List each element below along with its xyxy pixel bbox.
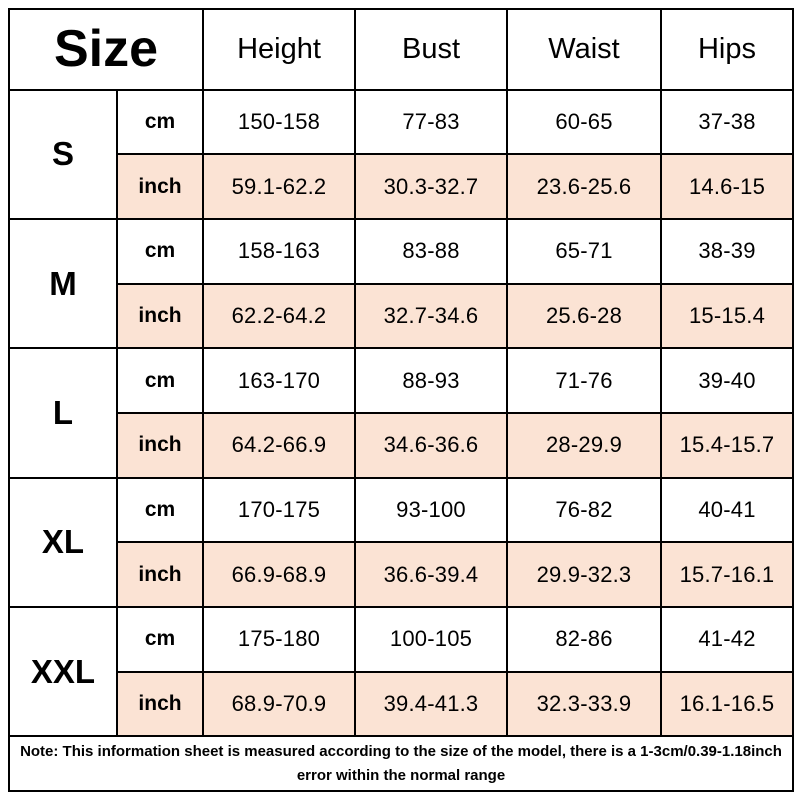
value-bust: 39.4-41.3 (354, 670, 508, 738)
value-bust: 36.6-39.4 (354, 541, 508, 609)
unit-label-cm: cm (116, 476, 204, 544)
value-bust: 77-83 (354, 88, 508, 156)
height-header: Height (202, 8, 356, 91)
table-row-s-inch: inch 59.1-62.2 30.3-32.7 23.6-25.6 14.6-… (9, 153, 794, 221)
unit-label-inch: inch (116, 282, 204, 350)
value-height: 170-175 (202, 476, 356, 544)
table-row-m-cm: M cm 158-163 83-88 65-71 38-39 (8, 218, 794, 350)
table-row-xxl-cm: XXL cm 175-180 100-105 82-86 41-42 (8, 606, 794, 738)
value-waist: 60-65 (506, 88, 662, 156)
header-row: Size Height Bust Waist Hips (8, 8, 794, 91)
value-hips: 15.4-15.7 (660, 412, 794, 479)
value-hips: 14.6-15 (660, 153, 794, 221)
value-hips: 16.1-16.5 (660, 670, 794, 738)
unit-label-cm: cm (116, 88, 204, 156)
unit-label-inch: inch (116, 670, 204, 738)
table-row-xxl-inch: inch 68.9-70.9 39.4-41.3 32.3-33.9 16.1-… (9, 670, 794, 738)
value-hips: 37-38 (660, 88, 794, 156)
value-height: 163-170 (202, 347, 356, 415)
value-height: 62.2-64.2 (202, 282, 356, 350)
table-row-l-inch: inch 64.2-66.9 34.6-36.6 28-29.9 15.4-15… (9, 412, 794, 479)
value-waist: 25.6-28 (506, 282, 662, 350)
value-waist: 29.9-32.3 (506, 541, 662, 609)
bust-header: Bust (354, 8, 508, 91)
value-hips: 15-15.4 (660, 282, 794, 350)
value-height: 158-163 (202, 218, 356, 285)
value-height: 59.1-62.2 (202, 153, 356, 221)
value-bust: 83-88 (354, 218, 508, 285)
table-row-m-inch: inch 62.2-64.2 32.7-34.6 25.6-28 15-15.4 (9, 282, 794, 350)
unit-label-cm: cm (116, 218, 204, 285)
unit-label-cm: cm (116, 347, 204, 415)
size-header: Size (8, 8, 204, 91)
value-bust: 100-105 (354, 606, 508, 673)
waist-header: Waist (506, 8, 662, 91)
value-waist: 71-76 (506, 347, 662, 415)
value-hips: 39-40 (660, 347, 794, 415)
table-row-xl-inch: inch 66.9-68.9 36.6-39.4 29.9-32.3 15.7-… (9, 541, 794, 609)
size-label-m: M (8, 218, 118, 350)
value-height: 66.9-68.9 (202, 541, 356, 609)
value-hips: 40-41 (660, 476, 794, 544)
table-row-l-cm: L cm 163-170 88-93 71-76 39-40 (8, 347, 794, 479)
unit-label-inch: inch (116, 412, 204, 479)
value-waist: 76-82 (506, 476, 662, 544)
value-waist: 82-86 (506, 606, 662, 673)
value-bust: 88-93 (354, 347, 508, 415)
note-row: Note: This information sheet is measured… (8, 735, 794, 792)
value-height: 175-180 (202, 606, 356, 673)
hips-header: Hips (660, 8, 794, 91)
unit-label-inch: inch (116, 153, 204, 221)
value-waist: 23.6-25.6 (506, 153, 662, 221)
value-hips: 41-42 (660, 606, 794, 673)
size-label-l: L (8, 347, 118, 479)
unit-label-cm: cm (116, 606, 204, 673)
size-label-s: S (8, 88, 118, 221)
value-waist: 65-71 (506, 218, 662, 285)
value-height: 68.9-70.9 (202, 670, 356, 738)
value-height: 64.2-66.9 (202, 412, 356, 479)
value-waist: 28-29.9 (506, 412, 662, 479)
size-label-xxl: XXL (8, 606, 118, 738)
value-bust: 34.6-36.6 (354, 412, 508, 479)
size-label-xl: XL (8, 476, 118, 609)
unit-label-inch: inch (116, 541, 204, 609)
value-hips: 15.7-16.1 (660, 541, 794, 609)
note-text: Note: This information sheet is measured… (8, 735, 794, 792)
value-bust: 93-100 (354, 476, 508, 544)
value-bust: 32.7-34.6 (354, 282, 508, 350)
value-hips: 38-39 (660, 218, 794, 285)
value-height: 150-158 (202, 88, 356, 156)
value-bust: 30.3-32.7 (354, 153, 508, 221)
table-row-s-cm: S cm 150-158 77-83 60-65 37-38 (8, 88, 794, 221)
table-row-xl-cm: XL cm 170-175 93-100 76-82 40-41 (8, 476, 794, 609)
value-waist: 32.3-33.9 (506, 670, 662, 738)
size-chart-table: Size Height Bust Waist Hips S cm 150-158… (8, 8, 794, 792)
